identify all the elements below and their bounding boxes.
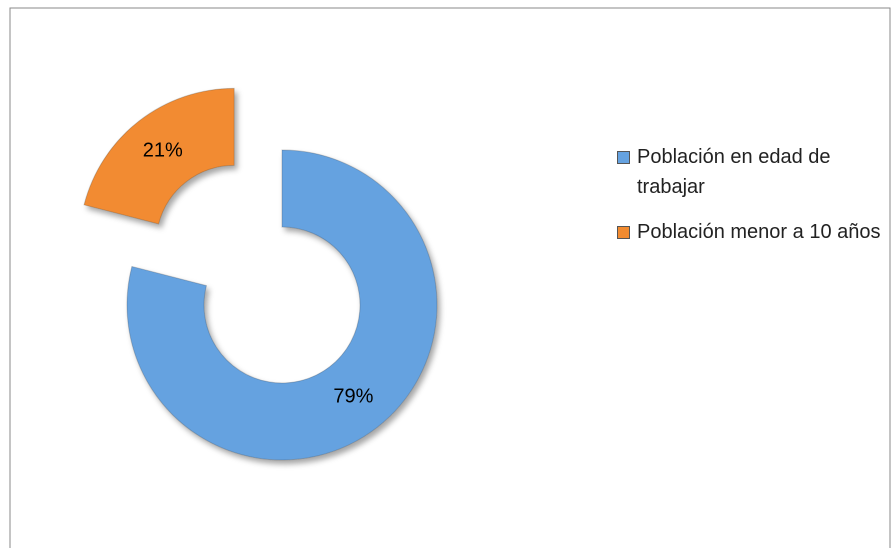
legend-entry: Población menor a 10 años	[617, 217, 892, 247]
data-label: 79%	[333, 385, 373, 407]
frame	[9, 7, 891, 548]
data-label: 21%	[143, 140, 183, 162]
legend-label: Población menor a 10 años	[637, 221, 881, 243]
legend-swatch	[617, 226, 630, 239]
legend-swatch	[617, 151, 630, 164]
doughnut-segment	[126, 149, 438, 461]
doughnut-segment	[83, 87, 235, 225]
legend-label: Población en edad de trabajar	[637, 146, 831, 198]
legend-entry: Población en edad de trabajar	[617, 142, 892, 202]
